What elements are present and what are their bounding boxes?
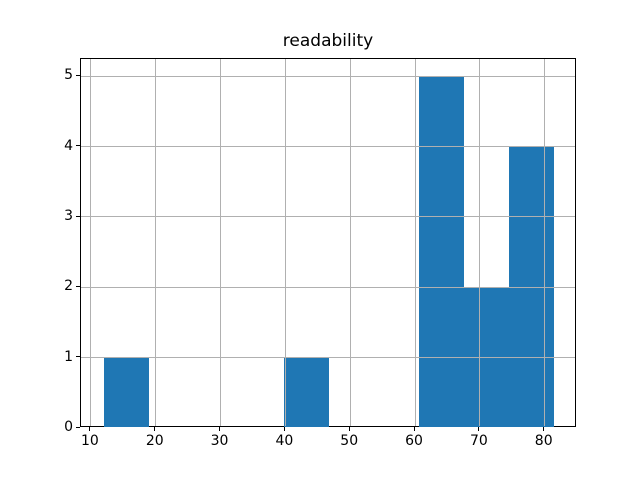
x-tick-mark xyxy=(89,427,91,432)
x-tick-label: 70 xyxy=(469,432,488,449)
y-tick-label: 2 xyxy=(64,278,73,295)
x-tick-mark xyxy=(348,427,350,432)
y-tick-mark xyxy=(76,356,80,358)
x-tick-mark xyxy=(154,427,156,432)
histogram-bar xyxy=(419,76,465,428)
x-gridline xyxy=(544,58,546,427)
y-gridline xyxy=(81,286,575,288)
y-tick-mark xyxy=(76,215,80,217)
x-gridline xyxy=(90,58,92,427)
chart-title: readability xyxy=(282,31,374,51)
x-tick-mark xyxy=(543,427,545,432)
x-gridline xyxy=(349,58,351,427)
x-tick-mark xyxy=(219,427,221,432)
x-tick-label: 60 xyxy=(405,432,423,449)
x-tick-mark xyxy=(413,427,415,432)
x-gridline xyxy=(414,58,416,427)
x-gridline xyxy=(220,58,222,427)
x-gridline xyxy=(284,58,286,427)
y-tick-label: 4 xyxy=(64,137,73,154)
histogram-bar xyxy=(103,357,149,428)
plot-area xyxy=(80,57,576,428)
x-gridline xyxy=(479,58,481,427)
y-tick-mark xyxy=(76,74,80,76)
x-tick-mark xyxy=(283,427,285,432)
x-tick-label: 80 xyxy=(534,432,553,449)
x-tick-label: 50 xyxy=(340,432,359,449)
x-tick-label: 30 xyxy=(210,432,229,449)
y-gridline xyxy=(81,357,575,359)
x-tick-label: 40 xyxy=(275,432,294,449)
y-tick-label: 1 xyxy=(64,348,73,365)
x-tick-mark xyxy=(478,427,480,432)
y-gridline xyxy=(81,75,575,77)
x-tick-label: 20 xyxy=(145,432,164,449)
x-tick-label: 10 xyxy=(80,432,99,449)
histogram-bar xyxy=(283,357,330,428)
y-tick-label: 3 xyxy=(64,208,73,224)
y-gridline xyxy=(81,216,575,218)
y-tick-label: 0 xyxy=(64,419,73,436)
y-tick-mark xyxy=(76,145,80,147)
x-gridline xyxy=(155,58,157,427)
y-tick-mark xyxy=(76,285,80,287)
y-tick-mark xyxy=(76,426,80,428)
y-gridline xyxy=(81,146,575,148)
y-tick-label: 5 xyxy=(64,67,73,84)
